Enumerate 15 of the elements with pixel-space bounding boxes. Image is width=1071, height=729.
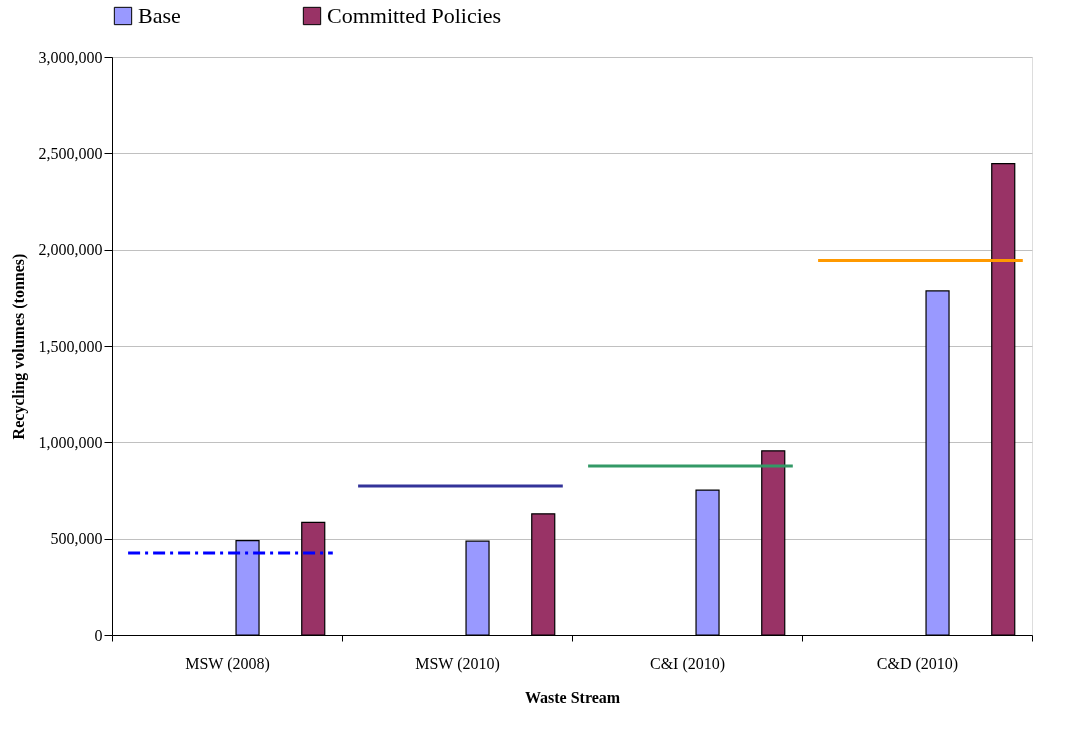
y-tick-label: 1,500,000 — [38, 337, 103, 355]
y-tick-label: 3,000,000 — [38, 48, 103, 66]
y-tick-label: 2,000,000 — [38, 241, 103, 259]
y-tick-label: 0 — [94, 626, 103, 644]
x-tick-label: MSW (2010) — [415, 654, 500, 673]
y-axis-title: Recycling volumes (tonnes) — [9, 253, 28, 440]
legend-label: Base — [138, 3, 181, 28]
y-tick-label: 1,000,000 — [38, 433, 103, 451]
x-tick-label: C&I (2010) — [649, 654, 726, 673]
legend-label: Committed Policies — [327, 3, 502, 28]
x-axis-title: Waste Stream — [524, 688, 621, 706]
y-tick-label: 500,000 — [50, 530, 103, 548]
x-tick-label: C&D (2010) — [876, 654, 959, 673]
y-tick-label: 2,500,000 — [38, 144, 103, 162]
x-tick-label: MSW (2008) — [185, 654, 270, 673]
